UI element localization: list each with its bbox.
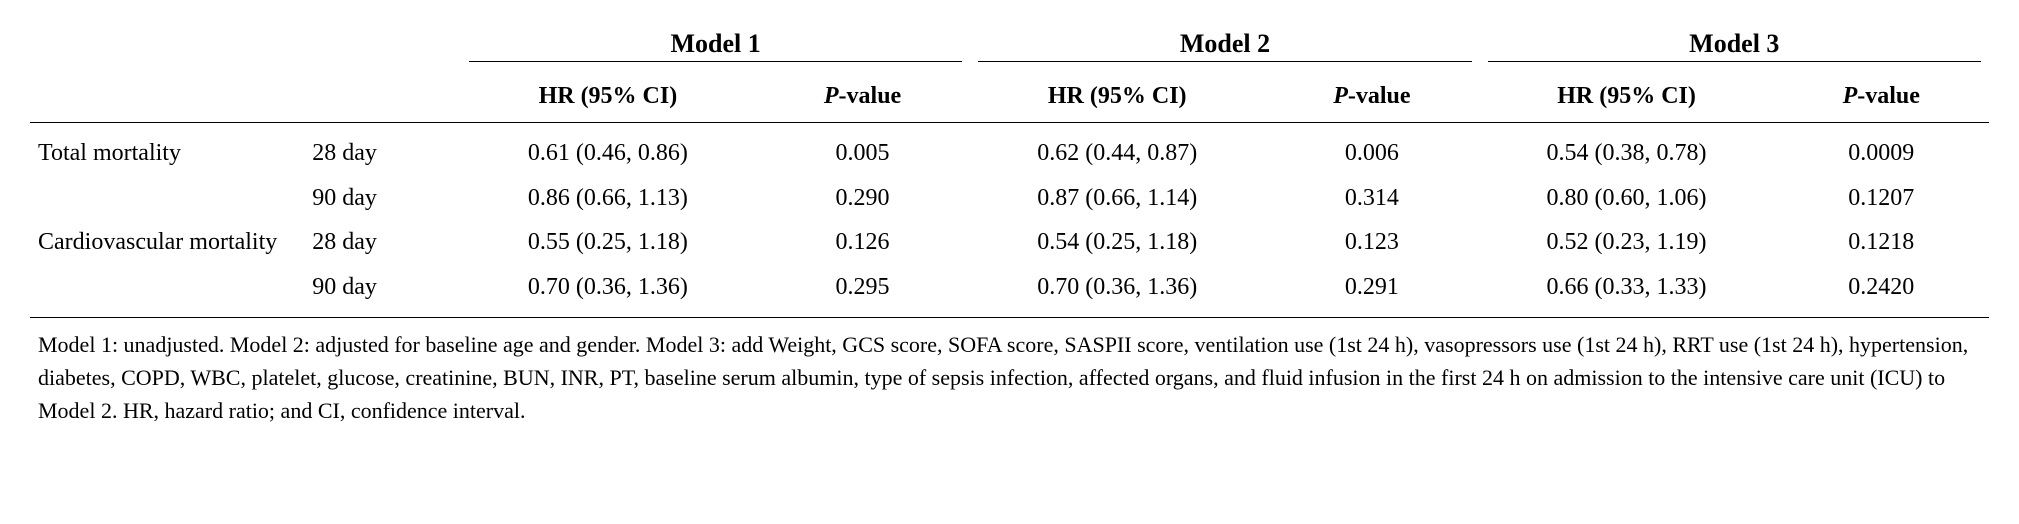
cell-pv: 0.123 xyxy=(1264,220,1479,264)
cell-pv: 0.126 xyxy=(755,220,970,264)
pv3-header: P-value xyxy=(1773,70,1989,123)
cell-hr: 0.86 (0.66, 1.13) xyxy=(461,176,755,220)
row-period: 28 day xyxy=(304,220,461,264)
model1-header: Model 1 xyxy=(469,26,962,62)
row-label: Total mortality xyxy=(30,123,304,176)
pv1-header: P-value xyxy=(755,70,970,123)
cell-hr: 0.70 (0.36, 1.36) xyxy=(461,265,755,318)
cell-hr: 0.61 (0.46, 0.86) xyxy=(461,123,755,176)
hr3-header: HR (95% CI) xyxy=(1480,70,1774,123)
cell-hr: 0.80 (0.60, 1.06) xyxy=(1480,176,1774,220)
cell-pv: 0.005 xyxy=(755,123,970,176)
hr1-header: HR (95% CI) xyxy=(461,70,755,123)
cell-hr: 0.54 (0.25, 1.18) xyxy=(970,220,1264,264)
pv2-header: P-value xyxy=(1264,70,1479,123)
cell-pv: 0.290 xyxy=(755,176,970,220)
cell-hr: 0.87 (0.66, 1.14) xyxy=(970,176,1264,220)
row-label xyxy=(30,265,304,318)
cell-hr: 0.62 (0.44, 0.87) xyxy=(970,123,1264,176)
cell-hr: 0.54 (0.38, 0.78) xyxy=(1480,123,1774,176)
row-period: 90 day xyxy=(304,176,461,220)
table-row: 90 day 0.70 (0.36, 1.36) 0.295 0.70 (0.3… xyxy=(30,265,1989,318)
model2-header: Model 2 xyxy=(978,26,1471,62)
cell-pv: 0.0009 xyxy=(1773,123,1989,176)
table-row: 90 day 0.86 (0.66, 1.13) 0.290 0.87 (0.6… xyxy=(30,176,1989,220)
model-header-row: Model 1 Model 2 Model 3 xyxy=(30,20,1989,70)
footnote-row: Model 1: unadjusted. Model 2: adjusted f… xyxy=(30,318,1989,434)
footnote-text: Model 1: unadjusted. Model 2: adjusted f… xyxy=(30,318,1989,434)
cell-hr: 0.55 (0.25, 1.18) xyxy=(461,220,755,264)
cell-hr: 0.52 (0.23, 1.19) xyxy=(1480,220,1774,264)
hr2-header: HR (95% CI) xyxy=(970,70,1264,123)
cell-hr: 0.70 (0.36, 1.36) xyxy=(970,265,1264,318)
sub-header-row: HR (95% CI) P-value HR (95% CI) P-value … xyxy=(30,70,1989,123)
row-period: 28 day xyxy=(304,123,461,176)
cell-pv: 0.314 xyxy=(1264,176,1479,220)
cell-pv: 0.2420 xyxy=(1773,265,1989,318)
row-period: 90 day xyxy=(304,265,461,318)
table-row: Cardiovascular mortality 28 day 0.55 (0.… xyxy=(30,220,1989,264)
cell-pv: 0.295 xyxy=(755,265,970,318)
cell-pv: 0.1207 xyxy=(1773,176,1989,220)
table-row: Total mortality 28 day 0.61 (0.46, 0.86)… xyxy=(30,123,1989,176)
results-table: Model 1 Model 2 Model 3 HR (95% CI) P-va… xyxy=(30,20,1989,433)
cell-pv: 0.1218 xyxy=(1773,220,1989,264)
cell-hr: 0.66 (0.33, 1.33) xyxy=(1480,265,1774,318)
cell-pv: 0.291 xyxy=(1264,265,1479,318)
model3-header: Model 3 xyxy=(1488,26,1981,62)
cell-pv: 0.006 xyxy=(1264,123,1479,176)
row-label: Cardiovascular mortality xyxy=(30,220,304,264)
row-label xyxy=(30,176,304,220)
